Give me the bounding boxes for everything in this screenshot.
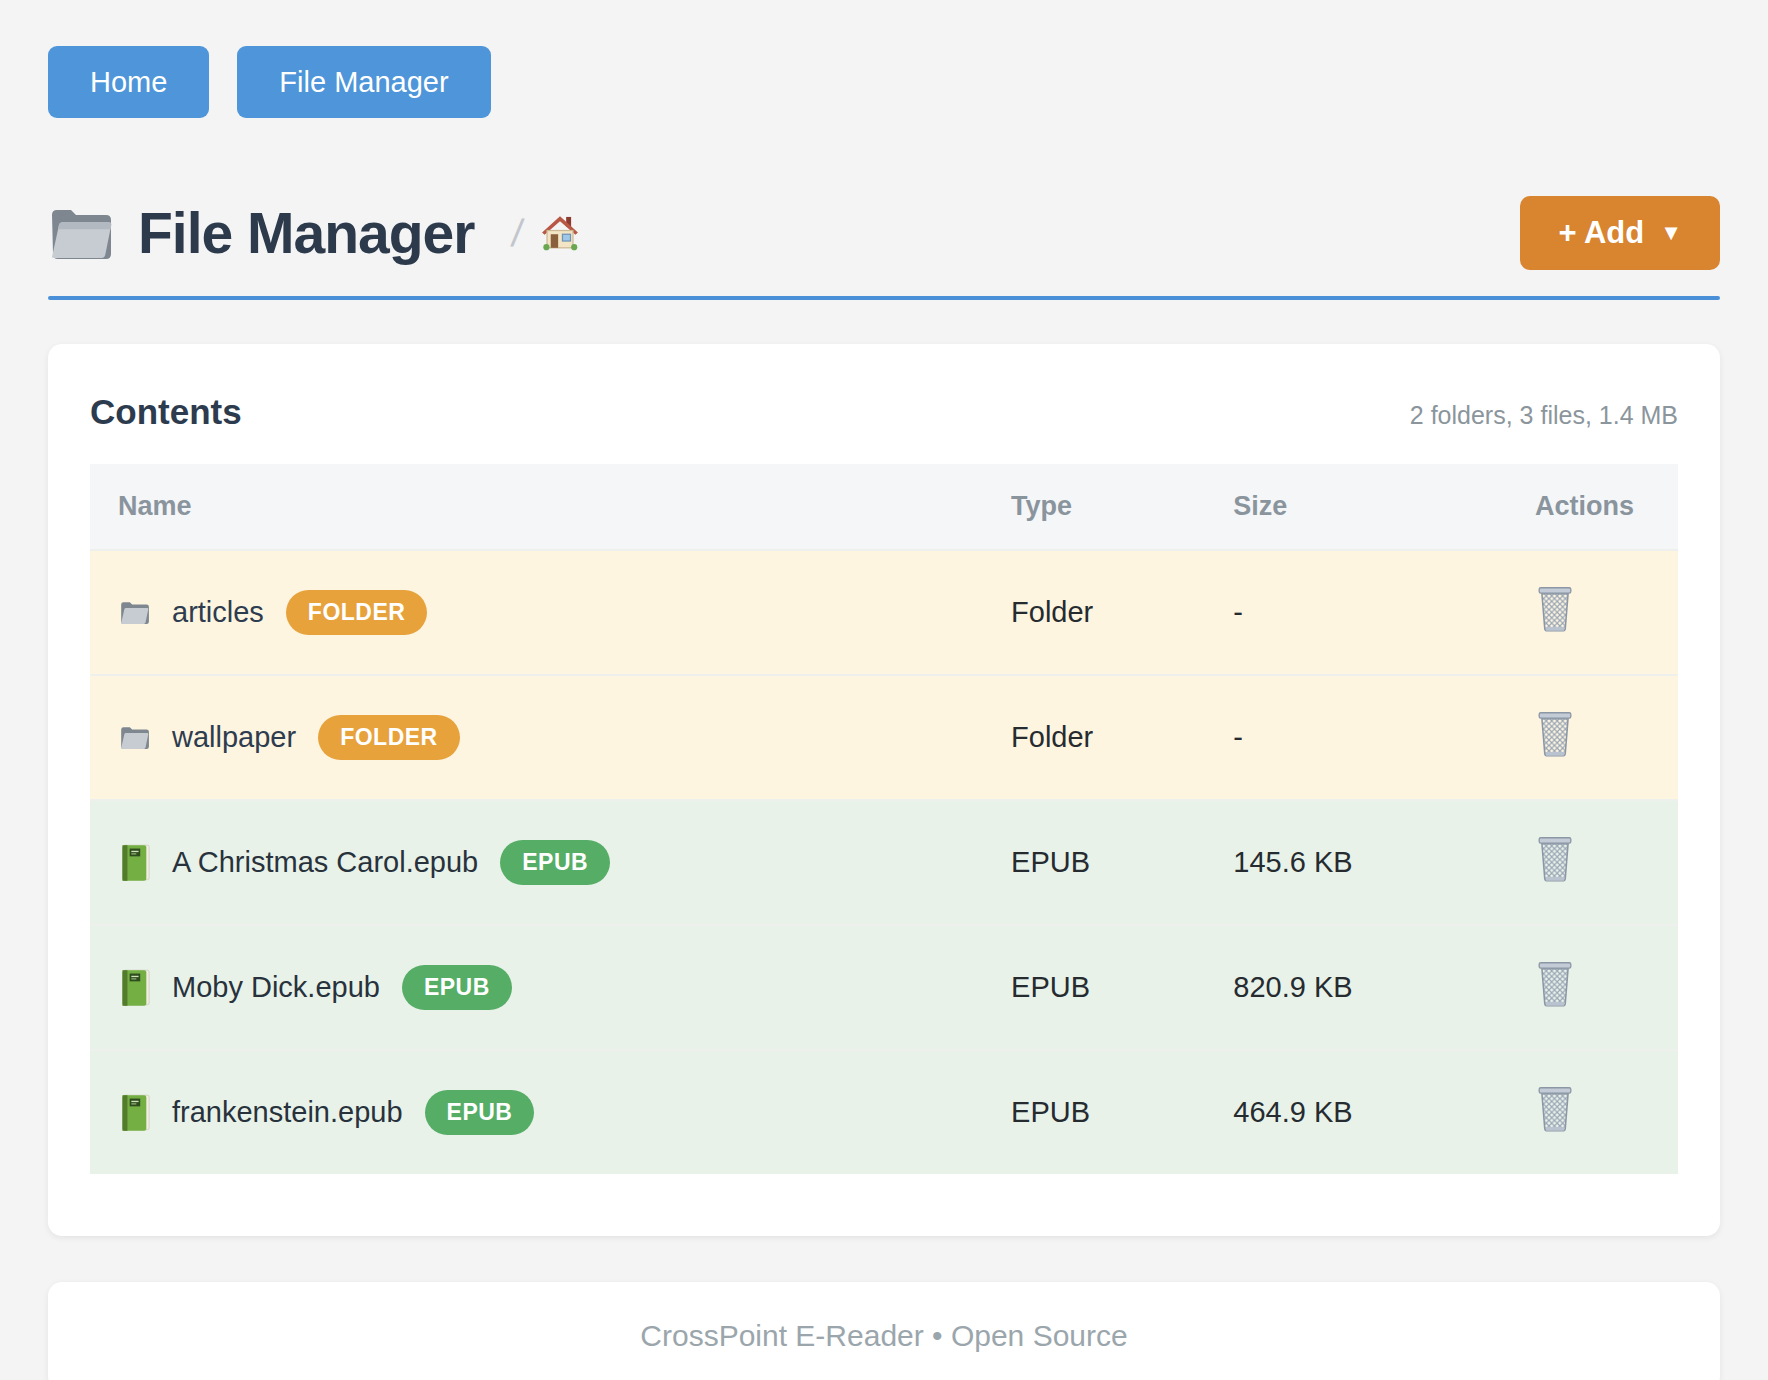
add-button[interactable]: + Add ▼: [1520, 196, 1720, 270]
table-row[interactable]: wallpaper FOLDER Folder -: [90, 675, 1678, 800]
table-row[interactable]: frankenstein.epub EPUB EPUB 464.9 KB: [90, 1050, 1678, 1174]
title-group: File Manager /: [48, 200, 581, 266]
home-button[interactable]: Home: [48, 46, 209, 118]
type-cell: EPUB: [1011, 925, 1233, 1050]
home-icon[interactable]: [539, 212, 581, 254]
folder-icon: [118, 718, 154, 758]
contents-card-header: Contents 2 folders, 3 files, 1.4 MB: [90, 392, 1678, 432]
delete-button[interactable]: [1535, 835, 1575, 883]
header-divider: [48, 296, 1720, 300]
size-cell: 464.9 KB: [1233, 1050, 1535, 1174]
top-nav: Home File Manager: [48, 46, 1720, 118]
column-header-size: Size: [1233, 464, 1535, 550]
page: Home File Manager File Manager /: [0, 0, 1768, 1380]
contents-table-body: articles FOLDER Folder -: [90, 550, 1678, 1174]
item-name-link[interactable]: Moby Dick.epub: [172, 971, 380, 1004]
type-cell: EPUB: [1011, 1050, 1233, 1174]
breadcrumb-separator: /: [509, 212, 526, 255]
item-name-link[interactable]: A Christmas Carol.epub: [172, 846, 478, 879]
contents-heading: Contents: [90, 392, 242, 432]
book-icon: [118, 968, 154, 1008]
table-header-row: Name Type Size Actions: [90, 464, 1678, 550]
contents-card: Contents 2 folders, 3 files, 1.4 MB Name…: [48, 344, 1720, 1236]
delete-button[interactable]: [1535, 585, 1575, 633]
file-manager-button[interactable]: File Manager: [237, 46, 490, 118]
contents-summary: 2 folders, 3 files, 1.4 MB: [1410, 401, 1678, 430]
item-name-link[interactable]: wallpaper: [172, 721, 296, 754]
column-header-type: Type: [1011, 464, 1233, 550]
item-name-link[interactable]: frankenstein.epub: [172, 1096, 403, 1129]
table-row[interactable]: A Christmas Carol.epub EPUB EPUB 145.6 K…: [90, 800, 1678, 925]
column-header-name: Name: [90, 464, 1011, 550]
type-cell: Folder: [1011, 675, 1233, 800]
size-cell: 145.6 KB: [1233, 800, 1535, 925]
contents-table: Name Type Size Actions: [90, 464, 1678, 1174]
caret-down-icon: ▼: [1660, 220, 1682, 246]
page-title: File Manager: [138, 200, 474, 266]
size-cell: -: [1233, 550, 1535, 675]
type-cell: Folder: [1011, 550, 1233, 675]
item-name-link[interactable]: articles: [172, 596, 264, 629]
table-row[interactable]: Moby Dick.epub EPUB EPUB 820.9 KB: [90, 925, 1678, 1050]
add-button-label: + Add: [1558, 215, 1644, 251]
type-badge: EPUB: [500, 840, 610, 885]
page-header: File Manager / + Add ▼: [48, 196, 1720, 270]
table-row[interactable]: articles FOLDER Folder -: [90, 550, 1678, 675]
type-badge: FOLDER: [286, 590, 428, 635]
book-icon: [118, 1093, 154, 1133]
size-cell: 820.9 KB: [1233, 925, 1535, 1050]
type-badge: EPUB: [402, 965, 512, 1010]
footer-text: CrossPoint E-Reader • Open Source: [640, 1319, 1127, 1353]
book-icon: [118, 843, 154, 883]
type-badge: EPUB: [425, 1090, 535, 1135]
size-cell: -: [1233, 675, 1535, 800]
type-badge: FOLDER: [318, 715, 460, 760]
type-cell: EPUB: [1011, 800, 1233, 925]
breadcrumb: /: [512, 212, 581, 255]
column-header-actions: Actions: [1535, 464, 1678, 550]
folder-icon: [48, 203, 116, 263]
footer-card: CrossPoint E-Reader • Open Source: [48, 1282, 1720, 1380]
delete-button[interactable]: [1535, 1085, 1575, 1133]
delete-button[interactable]: [1535, 960, 1575, 1008]
delete-button[interactable]: [1535, 710, 1575, 758]
folder-icon: [118, 593, 154, 633]
